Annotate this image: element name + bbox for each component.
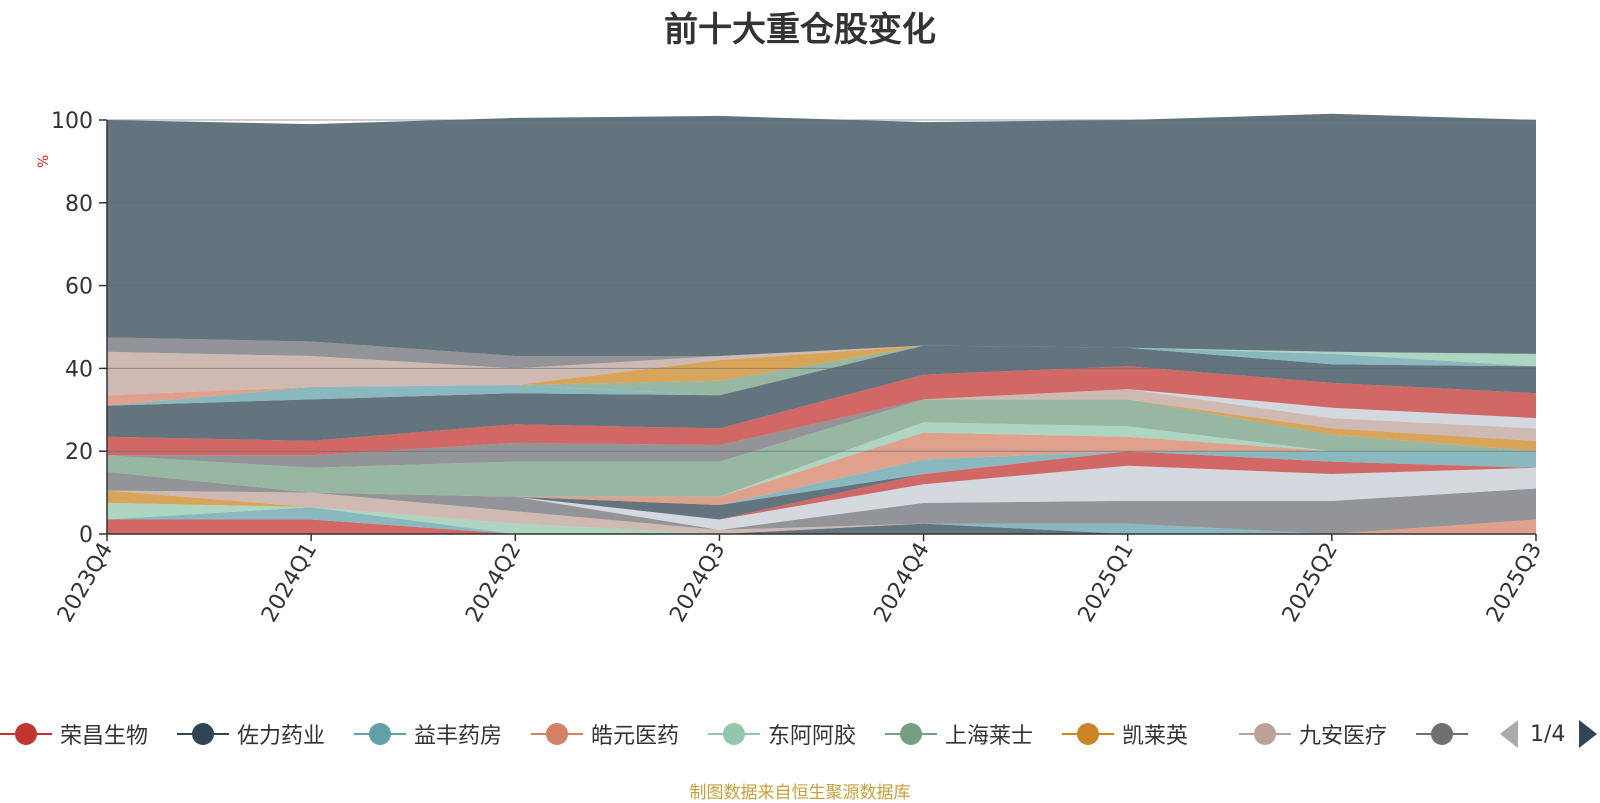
legend-item[interactable]: 荣昌生物 [0, 714, 148, 754]
legend-next-icon[interactable] [1579, 720, 1598, 748]
legend-item[interactable]: 东阿阿胶 [708, 714, 856, 754]
legend-label: 荣昌生物 [60, 724, 149, 749]
legend-marker-icon [885, 722, 937, 746]
area-series-10 [107, 465, 1536, 530]
grid-lines [107, 119, 1536, 452]
y-tick-label: 60 [65, 275, 93, 300]
y-tick-label: 80 [65, 192, 93, 217]
y-tick-label: 20 [65, 440, 93, 465]
x-tick-label: 2023Q4 [53, 539, 118, 627]
chart-title: 前十大重仓股变化 [664, 10, 936, 50]
area-series-3 [107, 507, 1536, 534]
x-tick-label: 2025Q2 [1278, 539, 1343, 627]
legend-label: 佐力药业 [237, 724, 326, 749]
y-tick-label: 100 [51, 109, 93, 134]
legend-label: 凯莱英 [1122, 724, 1189, 749]
legend-label: 东阿阿胶 [768, 724, 857, 749]
area-series-9 [107, 471, 1536, 534]
x-tick-labels: 2023Q4 2024Q1 2024Q2 2024Q3 2024Q4 2025Q1 2025… [53, 539, 1547, 627]
legend-item[interactable]: 迪哲医药 [1416, 714, 1470, 754]
legend-item[interactable]: 九安医疗 [1239, 714, 1387, 754]
legend-label: 益丰药房 [414, 724, 503, 749]
legend-item[interactable]: 佐力药业 [177, 714, 325, 754]
legend: 荣昌生物 佐力药业 益丰药房 皓元医药 东阿阿胶 上海莱士 凯莱英 九安医疗 迪哲医药 1/4 [0, 714, 1600, 754]
legend-item[interactable]: 皓元医药 [531, 714, 679, 754]
x-tick-label: 2024Q3 [665, 539, 730, 627]
x-tick-label: 2025Q3 [1482, 539, 1547, 627]
y-axis-unit: % [36, 155, 52, 168]
y-tick-label: 40 [65, 357, 93, 382]
area-series-16 [107, 399, 1536, 497]
legend-marker-icon [1416, 722, 1468, 746]
legend-marker-icon [0, 722, 52, 746]
legend-marker-icon [1062, 722, 1114, 746]
area-series-13 [107, 451, 1536, 505]
area-series-19 [107, 389, 1536, 468]
axes [99, 119, 1537, 541]
x-tick-label: 2024Q4 [869, 539, 934, 627]
area-series-group [107, 113, 1536, 534]
x-tick-label: 2024Q1 [257, 539, 322, 627]
legend-item[interactable]: 凯莱英 [1062, 714, 1188, 754]
legend-item[interactable]: 益丰药房 [354, 714, 502, 754]
x-tick-label: 2025Q1 [1074, 539, 1139, 627]
legend-label: 皓元医药 [591, 724, 680, 749]
area-series-29 [107, 337, 1536, 369]
legend-items: 荣昌生物 佐力药业 益丰药房 皓元医药 东阿阿胶 上海莱士 凯莱英 九安医疗 迪哲医药 [0, 714, 1470, 754]
area-series-22 [107, 345, 1536, 441]
y-tick-labels: 0 20 40 60 80 100 [51, 109, 93, 548]
legend-marker-icon [1239, 722, 1291, 746]
area-series-27 [107, 345, 1536, 396]
legend-marker-icon [354, 722, 406, 746]
source-footnote: 制图数据来自恒生聚源数据库 [689, 783, 911, 803]
area-series-4 [107, 507, 1536, 534]
legend-label: 九安医疗 [1299, 724, 1388, 749]
legend-marker-icon [177, 722, 229, 746]
area-series-28 [107, 345, 1536, 396]
legend-pager: 1/4 [1500, 714, 1598, 754]
area-series-21 [107, 366, 1536, 456]
legend-label: 上海莱士 [945, 724, 1034, 749]
legend-prev-icon[interactable] [1500, 720, 1518, 748]
legend-item[interactable]: 上海莱士 [885, 714, 1033, 754]
legend-page-indicator: 1/4 [1530, 721, 1566, 747]
area-series-5 [107, 502, 1536, 534]
legend-marker-icon [531, 722, 583, 746]
area-series-8 [107, 490, 1536, 534]
legend-marker-icon [708, 722, 760, 746]
y-tick-label: 0 [79, 523, 93, 548]
area-series-23 [107, 345, 1536, 406]
x-tick-label: 2024Q2 [461, 539, 526, 627]
area-series-30 [107, 113, 1536, 356]
